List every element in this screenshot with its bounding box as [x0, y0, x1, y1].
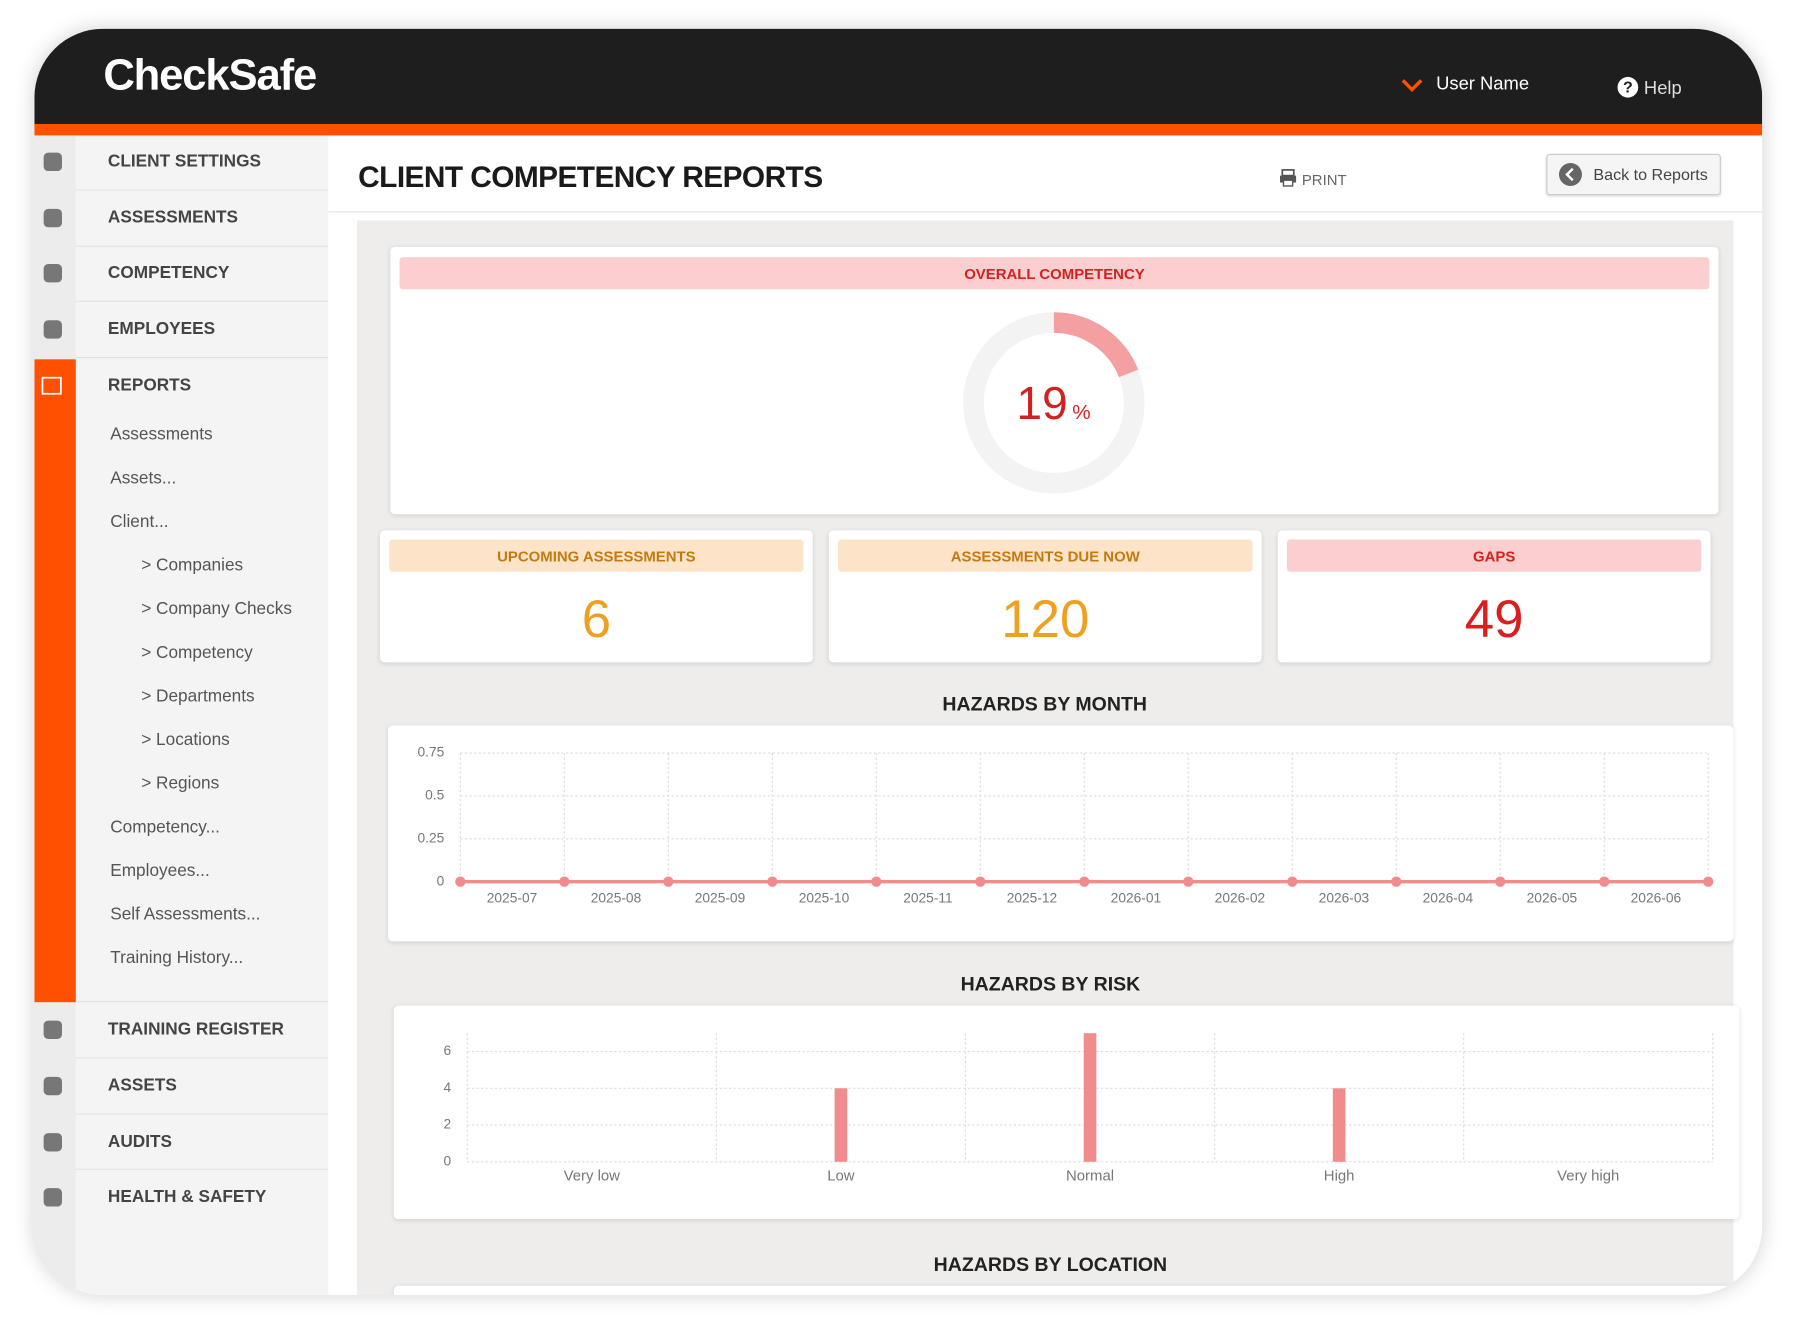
donut-unit: % [1072, 400, 1091, 424]
chart-title: HAZARDS BY LOCATION [933, 1253, 1168, 1276]
menu-divider [75, 357, 329, 359]
stat-header [389, 539, 804, 572]
chart-title: HAZARDS BY RISK [960, 973, 1141, 996]
submenu-item[interactable]: > Locations [141, 730, 230, 750]
stat-label: UPCOMING ASSESSMENTS [497, 547, 696, 565]
menu-divider [75, 300, 329, 302]
submenu-item[interactable]: Assessments [110, 424, 213, 445]
top-bar [34, 28, 1763, 124]
donut-value: 19 [1016, 378, 1068, 430]
active-rail [34, 359, 76, 1003]
stat-value: 120 [1001, 588, 1090, 649]
card [388, 725, 1734, 942]
sidebar [34, 135, 329, 1295]
chart-title: HAZARDS BY MONTH [942, 693, 1147, 716]
help-icon[interactable]: ? [1616, 76, 1639, 99]
submenu-item[interactable]: Self Assessments... [110, 904, 261, 925]
stat-header [838, 539, 1253, 572]
stat-label: GAPS [1472, 547, 1516, 565]
menu-divider [75, 1057, 329, 1059]
menu-item[interactable]: EMPLOYEES [107, 319, 216, 339]
submenu-item[interactable]: > Departments [141, 686, 255, 707]
dropdown-icon[interactable] [1401, 77, 1424, 93]
menu-item[interactable]: COMPETENCY [107, 262, 230, 283]
accent-bar [34, 123, 1763, 136]
menu-item[interactable]: AUDITS [107, 1131, 173, 1152]
menu-item[interactable]: ASSESSMENTS [107, 207, 239, 228]
card [393, 1005, 1740, 1220]
app-window: CheckSafe User Name ? Help CLIENT COMPET… [34, 28, 1763, 1295]
menu-item[interactable]: CLIENT SETTINGS [107, 151, 261, 172]
submenu-item[interactable]: Competency... [110, 817, 220, 837]
submenu-item[interactable]: Client... [110, 512, 169, 532]
divider [328, 211, 1763, 213]
menu-divider [75, 189, 329, 191]
back-icon[interactable] [1558, 162, 1583, 187]
svg-text:?: ? [1623, 79, 1633, 97]
menu-divider [75, 1113, 329, 1115]
stat-value: 49 [1464, 588, 1524, 649]
submenu-item[interactable]: > Companies [141, 555, 244, 576]
card-title: OVERALL COMPETENCY [964, 265, 1145, 283]
stat-value: 6 [581, 588, 612, 649]
help-link[interactable]: Help [1643, 79, 1682, 99]
print-button[interactable]: PRINT [1301, 171, 1347, 189]
menu-divider [75, 245, 329, 247]
menu-item[interactable]: ASSETS [107, 1075, 177, 1096]
submenu-item[interactable]: > Competency [141, 642, 253, 663]
menu-item[interactable]: HEALTH & SAFETY [107, 1187, 267, 1207]
back-label[interactable]: Back to Reports [1593, 165, 1708, 184]
print-icon[interactable] [1279, 169, 1297, 187]
card [393, 1285, 1740, 1295]
submenu-item[interactable]: Employees... [110, 861, 210, 881]
page-title: CLIENT COMPETENCY REPORTS [358, 159, 823, 195]
user-name[interactable]: User Name [1436, 74, 1530, 95]
card-header [399, 257, 1710, 290]
stat-label: ASSESSMENTS DUE NOW [950, 547, 1140, 565]
menu-item[interactable]: REPORTS [107, 375, 192, 395]
menu-divider [75, 1001, 329, 1003]
submenu-item[interactable]: > Company Checks [141, 599, 292, 619]
menu-divider [75, 1168, 329, 1170]
menu-item[interactable]: TRAINING REGISTER [107, 1019, 284, 1039]
submenu-item[interactable]: Training History... [110, 948, 244, 968]
submenu-item[interactable]: > Regions [141, 773, 220, 794]
stat-header [1286, 539, 1702, 572]
submenu-item[interactable]: Assets... [110, 468, 177, 488]
logo[interactable]: CheckSafe [103, 51, 317, 100]
